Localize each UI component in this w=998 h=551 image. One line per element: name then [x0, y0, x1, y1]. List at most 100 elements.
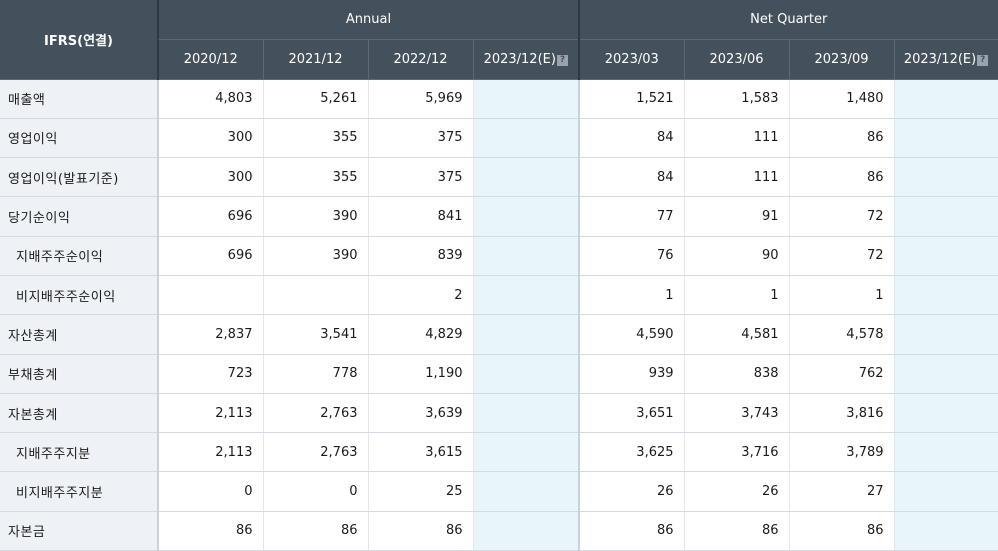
quarter-value-cell: 27 [789, 471, 895, 512]
annual-value-cell: 0 [263, 471, 369, 512]
period-header-estimate: 2023/12(E)? [473, 39, 581, 80]
quarter-value-cell: 3,816 [789, 393, 895, 434]
row-label: 비지배주주순이익 [0, 275, 159, 316]
table-row: 지배주주순이익 696 390 839 76 90 72 [0, 236, 998, 276]
quarter-value-cell: 1 [684, 275, 790, 316]
quarter-estimate-cell [894, 314, 998, 355]
annual-estimate-cell [473, 275, 581, 316]
annual-value-cell: 355 [263, 157, 369, 198]
period-header: 2022/12 [368, 39, 474, 80]
table-row: 자본금 86 86 86 86 86 86 [0, 511, 998, 551]
ifrs-header: IFRS(연결) [0, 0, 159, 80]
quarter-value-cell: 86 [789, 157, 895, 198]
annual-group-header: Annual [158, 0, 581, 40]
quarter-value-cell: 111 [684, 157, 790, 198]
table-row: 지배주주지분 2,113 2,763 3,615 3,625 3,716 3,789 [0, 432, 998, 473]
period-header-estimate: 2023/12(E)? [894, 39, 998, 80]
annual-value-cell: 2,763 [263, 393, 369, 434]
quarter-estimate-cell [894, 157, 998, 198]
table-row: 비지배주주순이익 2 1 1 1 [0, 275, 998, 316]
quarter-value-cell: 84 [579, 157, 685, 198]
quarter-value-cell: 3,651 [579, 393, 685, 434]
row-label: 지배주주지분 [0, 432, 159, 473]
annual-value-cell: 696 [158, 236, 264, 276]
quarter-estimate-cell [894, 432, 998, 473]
quarter-value-cell: 72 [789, 236, 895, 276]
quarter-group-header: Net Quarter [579, 0, 998, 40]
quarter-value-cell: 838 [684, 354, 790, 394]
quarter-value-cell: 84 [579, 118, 685, 159]
quarter-value-cell: 1,583 [684, 79, 790, 119]
annual-value-cell: 390 [263, 196, 369, 237]
annual-value-cell: 86 [158, 511, 264, 551]
table-row: 영업이익(발표기준) 300 355 375 84 111 86 [0, 157, 998, 198]
quarter-value-cell: 3,789 [789, 432, 895, 473]
annual-value-cell: 841 [368, 196, 474, 237]
quarter-value-cell: 91 [684, 196, 790, 237]
annual-value-cell: 300 [158, 118, 264, 159]
quarter-value-cell: 86 [579, 511, 685, 551]
annual-estimate-cell [473, 511, 581, 551]
quarter-value-cell: 111 [684, 118, 790, 159]
annual-value-cell [158, 275, 264, 316]
question-icon[interactable]: ? [977, 54, 989, 66]
annual-estimate-cell [473, 393, 581, 434]
quarter-estimate-cell [894, 79, 998, 119]
annual-value-cell: 375 [368, 118, 474, 159]
row-label: 지배주주순이익 [0, 236, 159, 276]
row-label: 비지배주주지분 [0, 471, 159, 512]
quarter-value-cell: 3,716 [684, 432, 790, 473]
quarter-value-cell: 3,625 [579, 432, 685, 473]
question-icon[interactable]: ? [556, 54, 568, 66]
table-row: 비지배주주지분 0 0 25 26 26 27 [0, 471, 998, 512]
annual-value-cell [263, 275, 369, 316]
quarter-value-cell: 72 [789, 196, 895, 237]
row-label: 영업이익 [0, 118, 159, 159]
annual-estimate-cell [473, 196, 581, 237]
table-body: 매출액 4,803 5,261 5,969 1,521 1,583 1,480 영업이익 300… [0, 79, 998, 551]
annual-value-cell: 86 [368, 511, 474, 551]
annual-value-cell: 25 [368, 471, 474, 512]
quarter-value-cell: 4,581 [684, 314, 790, 355]
quarter-estimate-cell [894, 118, 998, 159]
annual-estimate-cell [473, 471, 581, 512]
quarter-value-cell: 1,521 [579, 79, 685, 119]
annual-value-cell: 2,837 [158, 314, 264, 355]
annual-value-cell: 300 [158, 157, 264, 198]
row-label: 당기순이익 [0, 196, 159, 237]
quarter-value-cell: 1,480 [789, 79, 895, 119]
row-label: 자본금 [0, 511, 159, 551]
annual-value-cell: 0 [158, 471, 264, 512]
period-header: 2021/12 [263, 39, 369, 80]
annual-value-cell: 3,639 [368, 393, 474, 434]
quarter-value-cell: 86 [789, 511, 895, 551]
quarter-value-cell: 26 [684, 471, 790, 512]
period-header: 2023/09 [789, 39, 895, 80]
annual-value-cell: 5,261 [263, 79, 369, 119]
quarter-value-cell: 90 [684, 236, 790, 276]
annual-value-cell: 375 [368, 157, 474, 198]
annual-value-cell: 1,190 [368, 354, 474, 394]
annual-estimate-cell [473, 118, 581, 159]
quarter-value-cell: 4,590 [579, 314, 685, 355]
annual-estimate-cell [473, 79, 581, 119]
table-row: 매출액 4,803 5,261 5,969 1,521 1,583 1,480 [0, 79, 998, 119]
quarter-value-cell: 86 [789, 118, 895, 159]
annual-value-cell: 2,113 [158, 393, 264, 434]
annual-value-cell: 3,541 [263, 314, 369, 355]
annual-value-cell: 2 [368, 275, 474, 316]
annual-value-cell: 2,113 [158, 432, 264, 473]
quarter-estimate-cell [894, 393, 998, 434]
quarter-value-cell: 26 [579, 471, 685, 512]
quarter-estimate-cell [894, 511, 998, 551]
quarter-value-cell: 4,578 [789, 314, 895, 355]
row-label: 매출액 [0, 79, 159, 119]
row-label: 자본총계 [0, 393, 159, 434]
period-header: 2020/12 [158, 39, 264, 80]
quarter-value-cell: 76 [579, 236, 685, 276]
quarter-estimate-cell [894, 236, 998, 276]
annual-value-cell: 4,829 [368, 314, 474, 355]
row-label: 영업이익(발표기준) [0, 157, 159, 198]
table-row: 자산총계 2,837 3,541 4,829 4,590 4,581 4,578 [0, 314, 998, 355]
